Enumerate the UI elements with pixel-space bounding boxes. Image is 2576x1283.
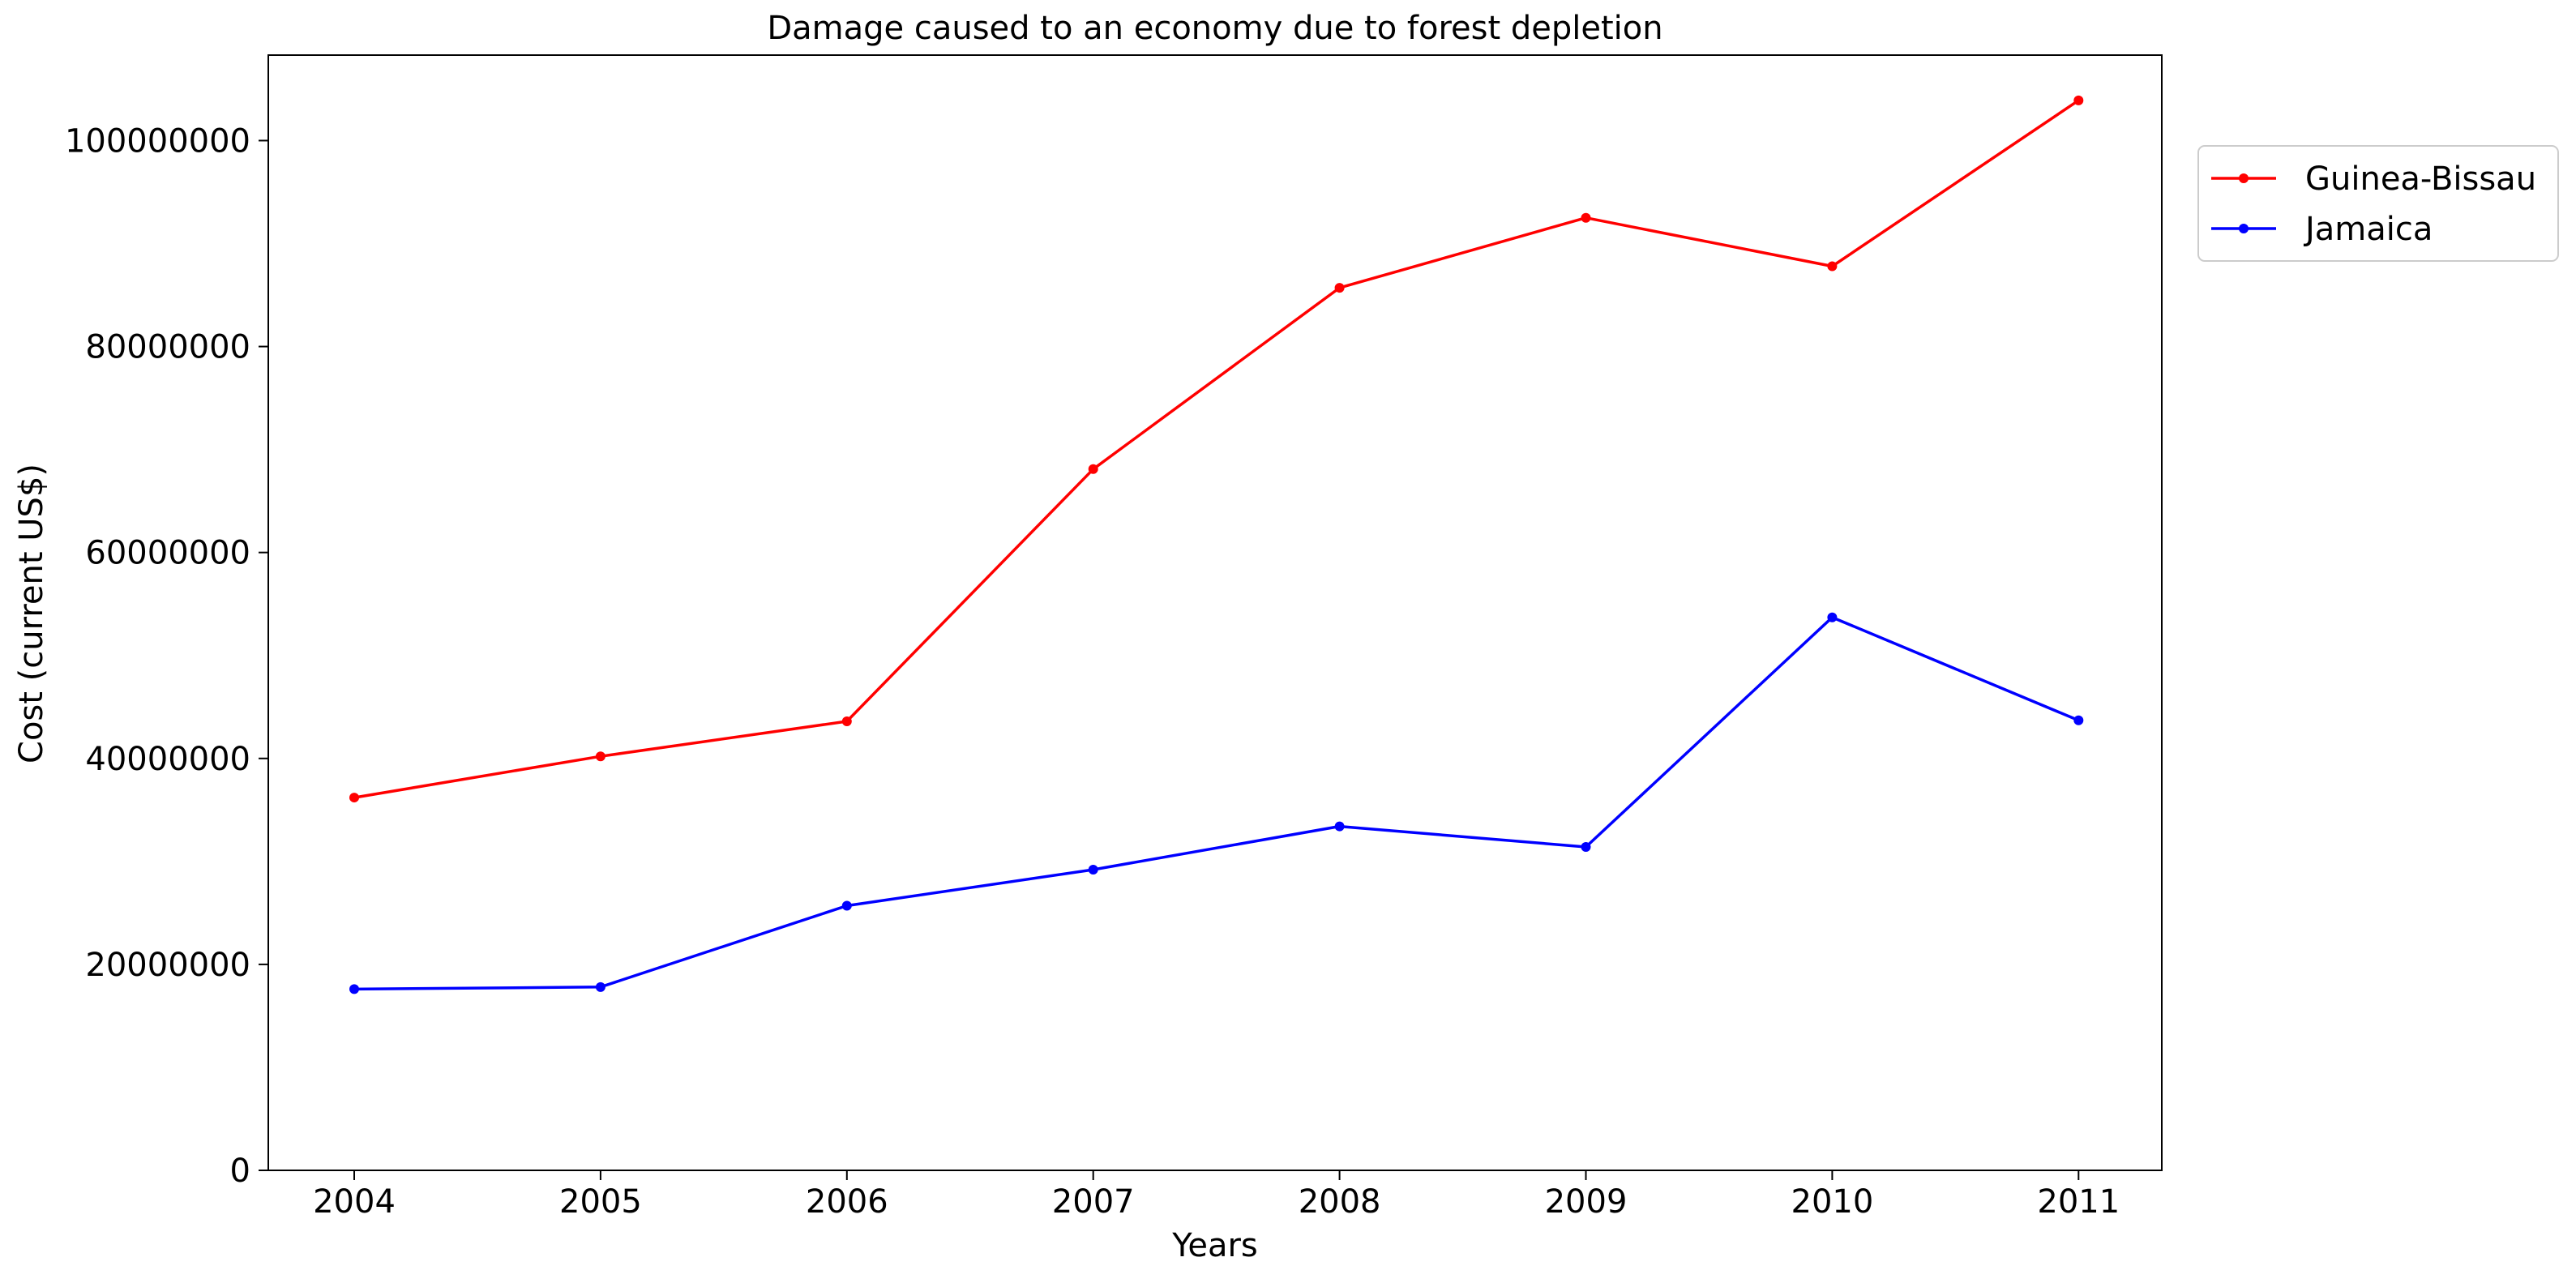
x-tick-label: 2009 [1545,1183,1628,1221]
x-tick-label: 2008 [1299,1183,1381,1221]
y-tick-label: 80000000 [85,329,250,366]
legend-box [2197,145,2559,262]
y-tick-label: 0 [230,1153,250,1190]
data-point-jamaica [349,984,359,994]
plot-area: 2004 2005 2006 2007 2008 2009 2010 2011 0 2000000… [65,54,2163,1221]
x-tick-label: 2010 [1791,1183,1874,1221]
x-tick-label: 2004 [313,1183,396,1221]
series-line-guinea-bissau [353,99,2080,799]
x-tick-label: 2006 [806,1183,888,1221]
data-point-guinea-bissau [2073,95,2084,105]
data-point-jamaica [1827,612,1838,622]
x-tick-label: 2007 [1052,1183,1135,1221]
y-tick-label: 60000000 [85,535,250,572]
y-axis-label: Cost (current US$) [13,464,50,763]
chart-title: Damage caused to an economy due to fores… [767,10,1662,47]
x-tick-label: 2011 [2037,1183,2120,1221]
data-point-jamaica [841,900,852,911]
data-point-jamaica [1088,865,1098,875]
legend-marker-jamaica [2239,224,2249,233]
data-point-guinea-bissau [595,751,605,762]
data-point-jamaica [2073,715,2084,725]
y-tick-label: 20000000 [85,947,250,984]
data-point-guinea-bissau [841,716,852,727]
x-tick-label: 2005 [559,1183,642,1221]
x-axis-label: Years [1171,1227,1258,1264]
legend-label-guinea-bissau: Guinea-Bissau [2305,160,2536,198]
data-point-jamaica [595,981,605,992]
legend-label-jamaica: Jamaica [2303,211,2433,248]
data-point-guinea-bissau [1334,283,1345,293]
series-line-jamaica [353,615,2079,991]
data-point-guinea-bissau [1581,212,1591,223]
y-tick-label: 40000000 [85,741,250,778]
data-point-guinea-bissau [349,793,359,803]
legend: Guinea-Bissau Jamaica [2197,145,2559,262]
data-point-guinea-bissau [1827,261,1838,272]
y-tick-label: 100000000 [65,122,250,160]
data-point-guinea-bissau [1088,464,1098,474]
legend-marker-guinea-bissau [2239,173,2249,183]
data-point-jamaica [1334,821,1345,832]
plot-frame [267,54,2163,1171]
data-point-jamaica [1581,842,1591,853]
